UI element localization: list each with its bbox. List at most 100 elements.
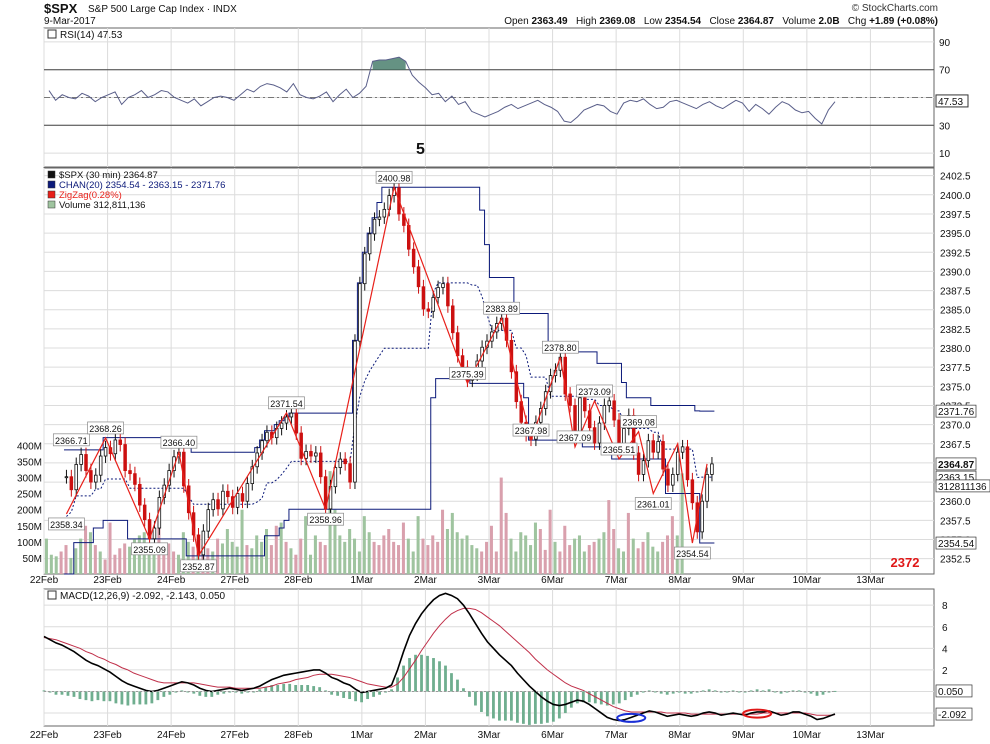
candle-body (133, 473, 137, 485)
macd-hist-bar (707, 689, 711, 692)
volume-bar (343, 541, 347, 574)
macd-hist-bar (246, 691, 250, 693)
macd-title: MACD(12,26,9) -2.092, -2.143, 0.050 (60, 591, 226, 602)
volume-bar (323, 545, 327, 574)
macd-hist-bar (114, 691, 118, 704)
pivot-label-box (449, 366, 486, 380)
volume-bar (54, 556, 58, 574)
candle-body (568, 393, 572, 406)
open-label: Open (504, 16, 529, 27)
candle-body (641, 460, 646, 475)
candle-body (509, 339, 514, 373)
pivot-label: 2378.80 (544, 343, 577, 353)
candle-body (240, 493, 245, 502)
macd-hist-bar (360, 691, 363, 703)
macd-hist-bar (498, 691, 501, 721)
macd-hist-bar (258, 689, 262, 692)
price-legend-entry: CHAN(20) 2354.54 - 2363.15 - 2371.76 (59, 180, 225, 191)
macd-hist-bar (563, 691, 567, 714)
volume-bar (103, 559, 107, 574)
volume-bar (118, 548, 122, 574)
macd-hist-bar (228, 691, 232, 693)
high-label: High (575, 16, 597, 27)
macd-hist-bar (827, 691, 831, 693)
candle-body (671, 474, 675, 486)
candle-body (304, 451, 308, 459)
macd-hist-bar (102, 691, 106, 702)
macd-hist-bar (108, 691, 112, 702)
pivot-label-box (576, 384, 613, 398)
volume-bar (299, 538, 303, 574)
price-xtick-label: 28Feb (284, 575, 313, 586)
candle-body (318, 452, 323, 478)
macd-hist-bar (84, 691, 88, 701)
macd-hist-bar (378, 691, 381, 695)
macd-hist-bar (426, 655, 429, 692)
macd-hist-bar (623, 691, 627, 701)
volume-bar (441, 509, 445, 574)
zigzag-line (65, 185, 708, 558)
volume-bar (260, 541, 264, 574)
candle-body (636, 452, 641, 475)
price-right-label: 2371.76 (938, 407, 975, 418)
volume-bar (465, 535, 469, 574)
macd-hist-bar (617, 691, 621, 704)
volume-bar (308, 554, 313, 574)
macd-hist-bar (611, 691, 615, 705)
pivot-label: 2354.54 (676, 549, 709, 559)
candle-body (622, 428, 626, 445)
macd-callout-red (742, 708, 773, 719)
price-legend-entry: $SPX (30 min) 2364.87 (59, 170, 158, 181)
candle-body (612, 400, 616, 421)
macd-hist-bar (701, 690, 705, 692)
candle-body (607, 400, 611, 406)
macd-hist-bar (671, 691, 675, 694)
candle-body (353, 340, 357, 483)
macd-hist-bar (749, 690, 753, 692)
macd-hist-bar (288, 683, 292, 692)
macd-hist-bar (785, 691, 789, 693)
macd-hist-bar (575, 691, 579, 704)
volume-bar (220, 543, 225, 574)
volume-bar (264, 529, 269, 574)
volume-bar (636, 548, 640, 574)
volume-ytick-label: 200M (17, 506, 42, 517)
candle-body (700, 500, 704, 533)
macd-right-label: -2.092 (938, 710, 967, 721)
macd-hist-bar (408, 658, 411, 692)
price-xtick-label: 6Mar (541, 575, 564, 586)
macd-hist-bar (96, 691, 100, 701)
candle-body (343, 458, 347, 465)
pivot-label: 2375.39 (451, 369, 484, 379)
candle-body (84, 454, 88, 471)
volume-bar (245, 545, 249, 574)
macd-hist-bar (815, 691, 819, 696)
volume-bar (274, 525, 278, 574)
candle-body (284, 416, 289, 424)
volume-bar (44, 538, 48, 574)
candle-body (411, 248, 416, 268)
volume-bar (113, 554, 117, 574)
macd-hist-bar (126, 691, 130, 706)
macd-hist-bar (66, 691, 70, 696)
low-value: 2354.54 (664, 16, 702, 27)
macd-xtick-label: 8Mar (668, 730, 691, 741)
macd-ytick-label: 6 (942, 623, 948, 634)
candle-body (279, 422, 284, 429)
price-legend-entry: ZigZag(0.28%) (59, 190, 122, 201)
chg-value: +1.89 (+0.08%) (869, 16, 938, 27)
macd-hist-bar (204, 691, 208, 697)
macd-hist-bar (120, 691, 124, 705)
macd-hist-bar (282, 683, 286, 692)
macd-hist-bar (599, 691, 603, 705)
candle-body (441, 283, 445, 288)
volume-bar (641, 541, 645, 574)
brand-label[interactable]: © StockCharts.com (851, 3, 938, 14)
pivot-label: 2352.87 (182, 562, 215, 572)
ohlc-summary: Open 2363.49 High 2369.08 Low 2354.54 Cl… (504, 16, 938, 27)
volume-bar (665, 535, 670, 574)
rsi-line (48, 56, 836, 125)
macd-hist-bar (569, 691, 573, 708)
candle-body (705, 474, 709, 502)
candle-body (309, 451, 313, 457)
